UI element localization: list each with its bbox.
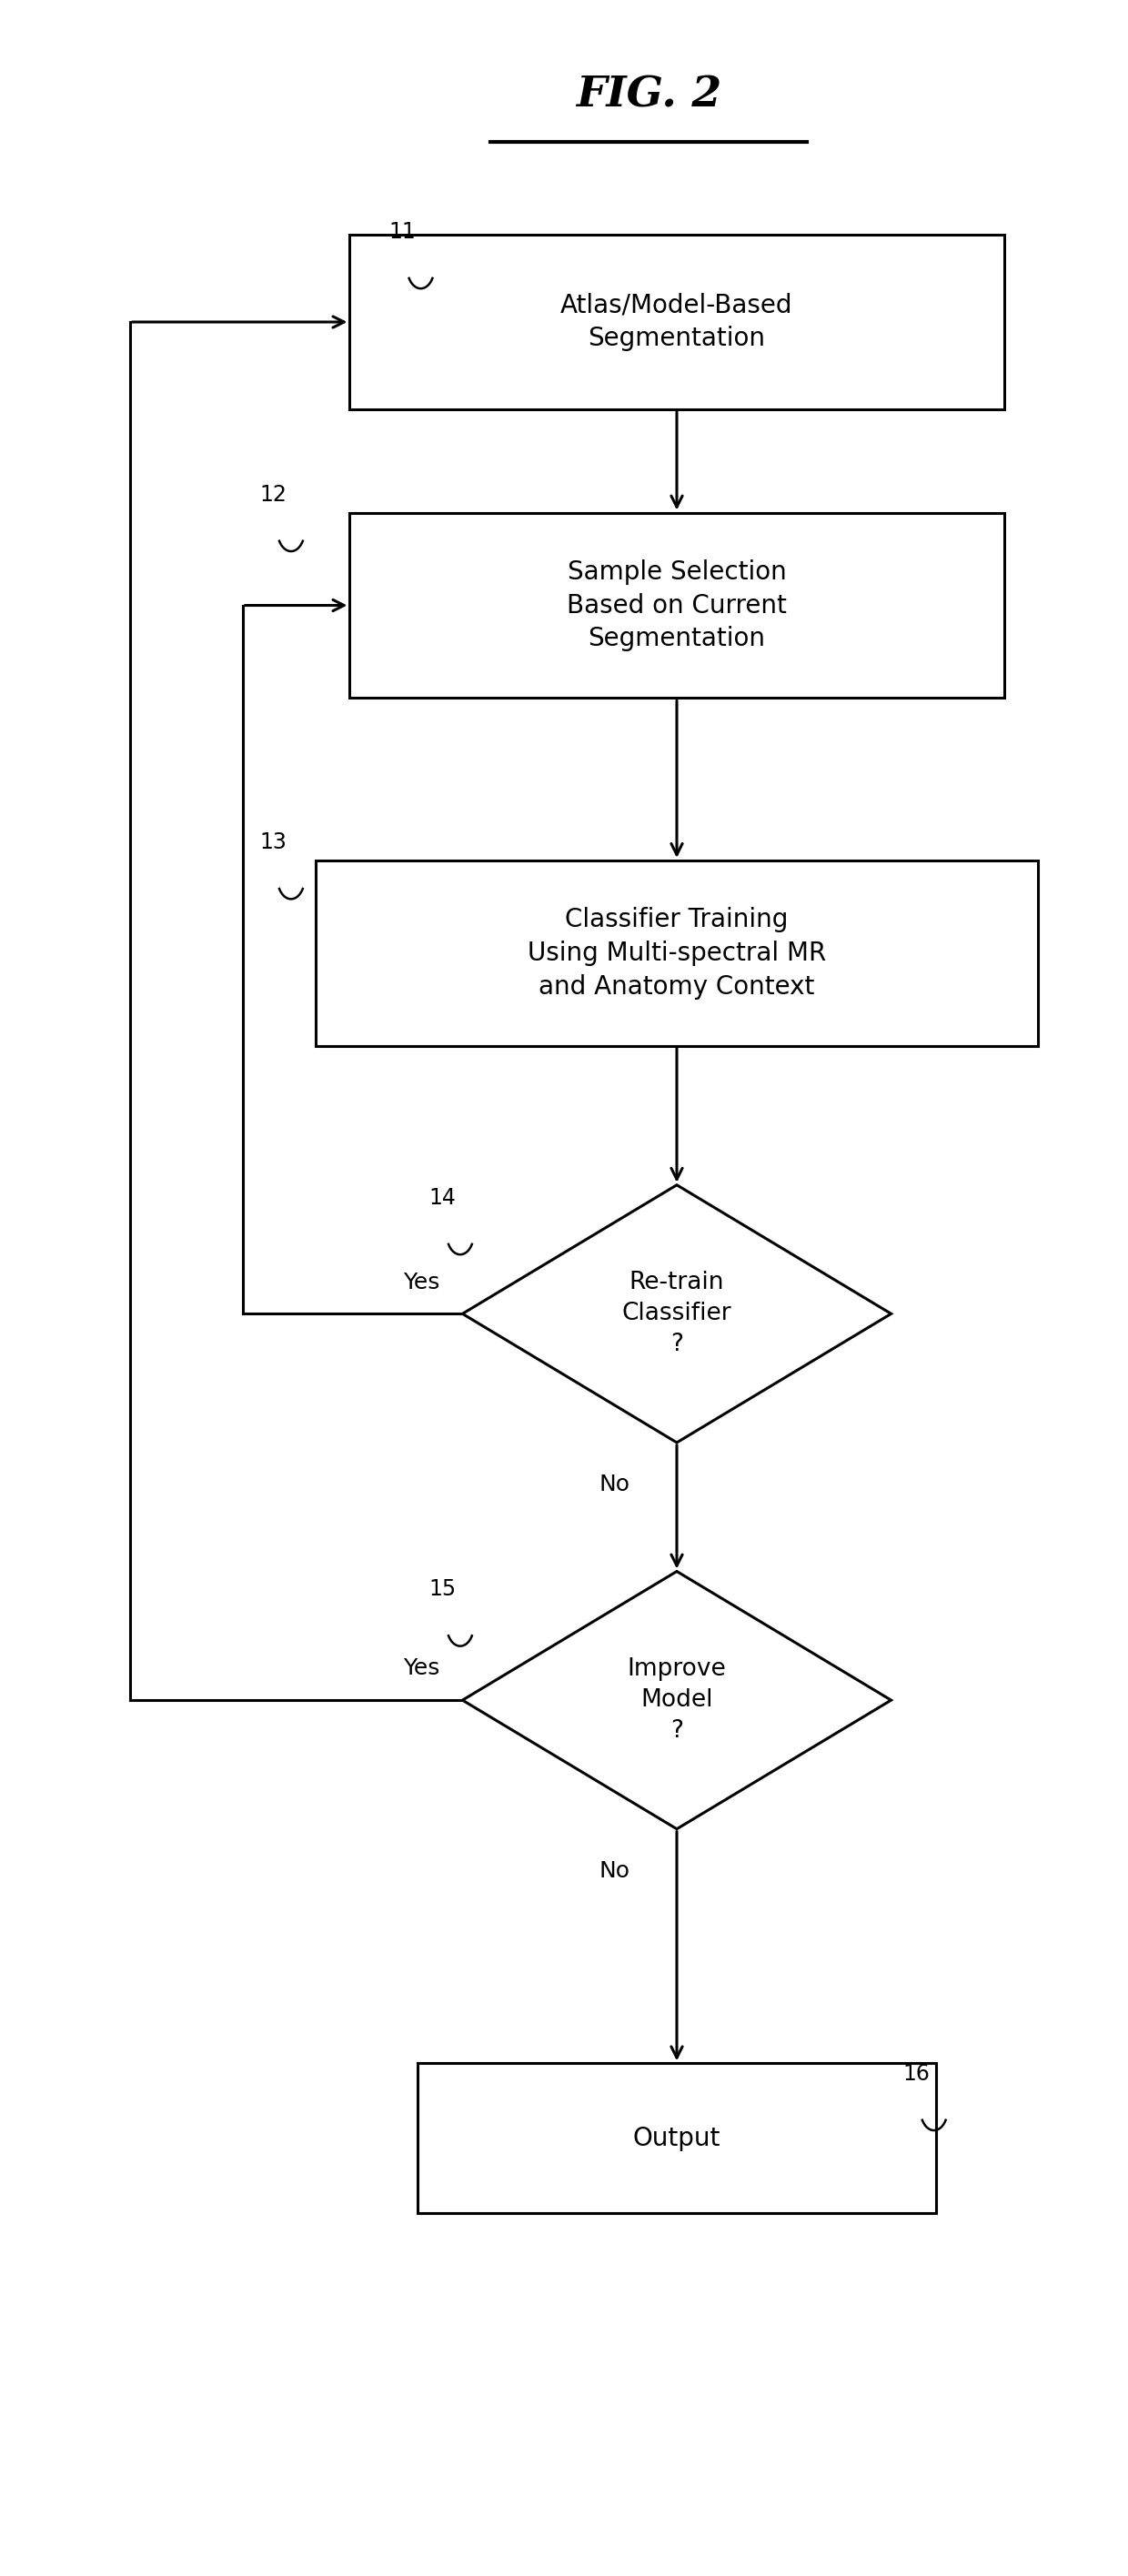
FancyBboxPatch shape [350,234,1004,410]
FancyBboxPatch shape [316,860,1038,1046]
Text: Output: Output [633,2125,721,2151]
Text: 12: 12 [259,484,287,505]
Text: 13: 13 [259,832,287,853]
Text: Atlas/Model-Based
Segmentation: Atlas/Model-Based Segmentation [561,294,793,350]
Polygon shape [462,1571,891,1829]
Text: 14: 14 [429,1188,456,1208]
Text: FIG. 2: FIG. 2 [575,75,722,116]
Polygon shape [462,1185,891,1443]
Text: 16: 16 [902,2063,929,2084]
Text: Yes: Yes [403,1273,440,1293]
Text: Sample Selection
Based on Current
Segmentation: Sample Selection Based on Current Segmen… [566,559,787,652]
Text: No: No [599,1860,631,1880]
Text: 15: 15 [429,1579,456,1600]
Text: Re-train
Classifier
?: Re-train Classifier ? [622,1270,732,1358]
FancyBboxPatch shape [350,513,1004,698]
Text: No: No [599,1473,631,1494]
Text: 11: 11 [389,222,416,242]
FancyBboxPatch shape [417,2063,936,2213]
Text: Improve
Model
?: Improve Model ? [627,1656,726,1744]
Text: Classifier Training
Using Multi-spectral MR
and Anatomy Context: Classifier Training Using Multi-spectral… [528,907,826,999]
Text: Yes: Yes [403,1659,440,1680]
